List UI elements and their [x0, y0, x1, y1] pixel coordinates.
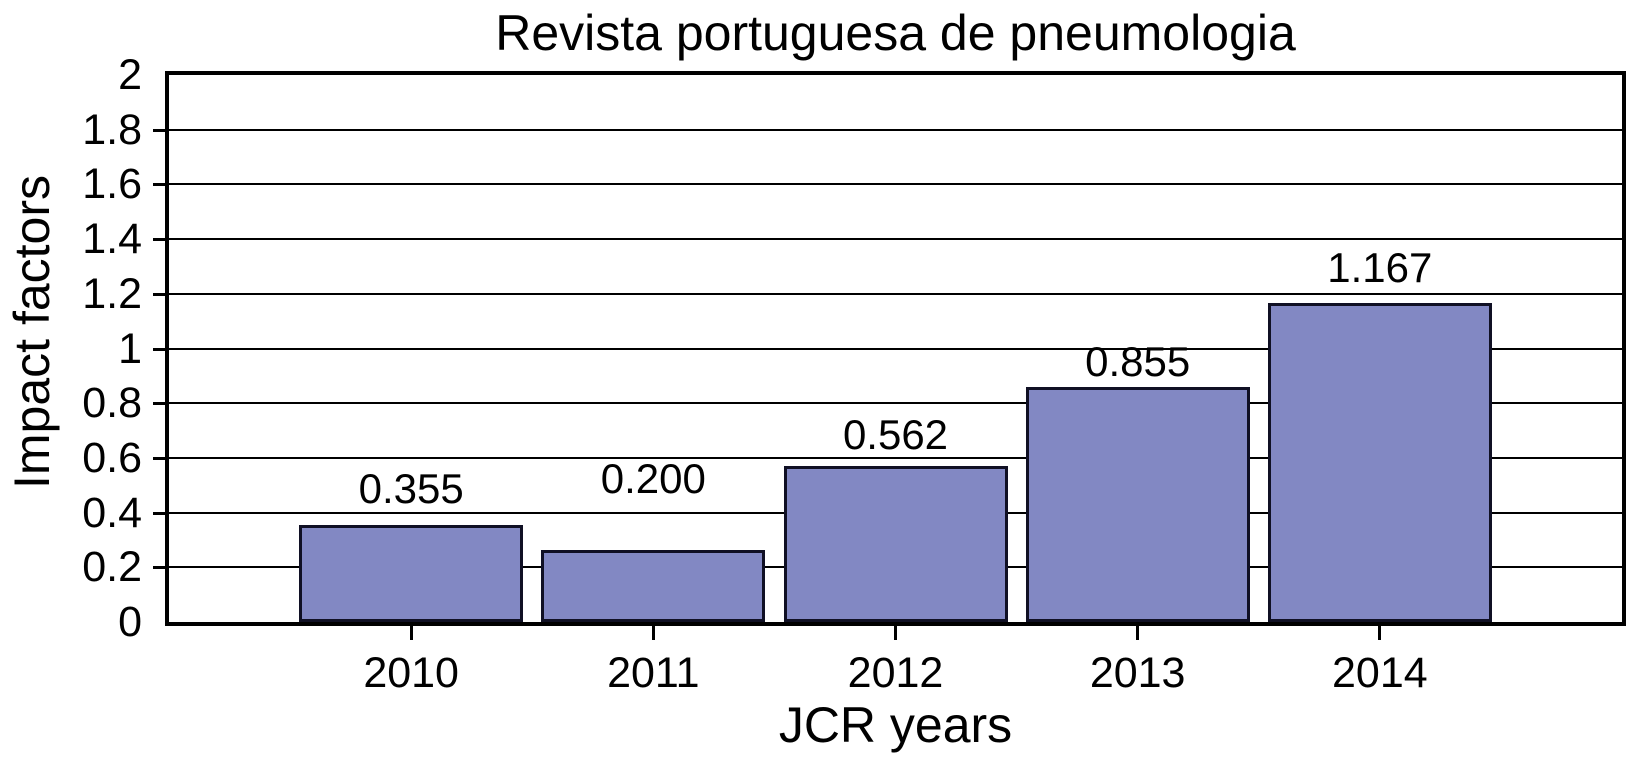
- gridline: [169, 292, 1622, 295]
- gridline: [169, 456, 1622, 459]
- y-tick-label: 2: [118, 51, 142, 99]
- y-tick-label: 0: [118, 598, 142, 646]
- chart-title: Revista portuguesa de pneumologia: [495, 5, 1296, 61]
- y-tick-label: 0.2: [82, 543, 142, 592]
- x-tick: [1136, 626, 1140, 640]
- y-tick-label: 0.4: [82, 488, 142, 537]
- y-tick-label: 1: [118, 324, 142, 373]
- y-tick: [153, 238, 165, 242]
- bar-value-label: 0.200: [600, 454, 706, 502]
- x-tick: [409, 626, 413, 640]
- x-tick: [894, 626, 897, 640]
- bar: [299, 524, 524, 622]
- gridline: [169, 128, 1622, 131]
- gridline: [169, 347, 1622, 350]
- bar: [541, 549, 766, 622]
- bar: [783, 466, 1008, 622]
- x-tick-label: 2014: [1331, 649, 1428, 697]
- bar-value-label: 1.167: [1327, 243, 1433, 291]
- y-tick-label: 1.2: [82, 269, 142, 318]
- y-tick-label: 1.4: [82, 215, 142, 264]
- y-tick: [153, 566, 165, 570]
- x-tick-label: 2012: [847, 649, 944, 697]
- x-axis-title: JCR years: [778, 697, 1013, 753]
- y-tick: [153, 511, 165, 515]
- y-tick: [153, 183, 165, 187]
- bar-value-label: 0.562: [842, 411, 949, 459]
- gridline: [169, 238, 1622, 241]
- x-tick: [1378, 626, 1382, 640]
- bar-value-label: 0.355: [358, 464, 464, 512]
- y-tick-label: 1.6: [82, 160, 142, 209]
- bar: [1025, 387, 1250, 622]
- y-tick-label: 0.6: [82, 433, 142, 482]
- gridline: [169, 402, 1622, 405]
- plot-area: 0.355 0.200 0.562 0.855 1.167: [165, 71, 1626, 626]
- x-tick-label: 2011: [607, 649, 700, 697]
- y-tick-label: 0.8: [82, 379, 142, 428]
- x-tick-label: 2010: [363, 649, 459, 697]
- bar: [1267, 302, 1492, 622]
- y-tick: [153, 456, 165, 460]
- bar-value-label: 0.855: [1085, 338, 1191, 386]
- y-tick-label: 1.8: [82, 105, 142, 154]
- y-tick: [153, 292, 165, 296]
- y-tick: [153, 347, 165, 351]
- gridline: [169, 183, 1622, 186]
- y-tick: [153, 128, 165, 132]
- y-tick: [153, 402, 165, 406]
- x-tick: [651, 626, 655, 640]
- x-tick-label: 2013: [1089, 649, 1186, 697]
